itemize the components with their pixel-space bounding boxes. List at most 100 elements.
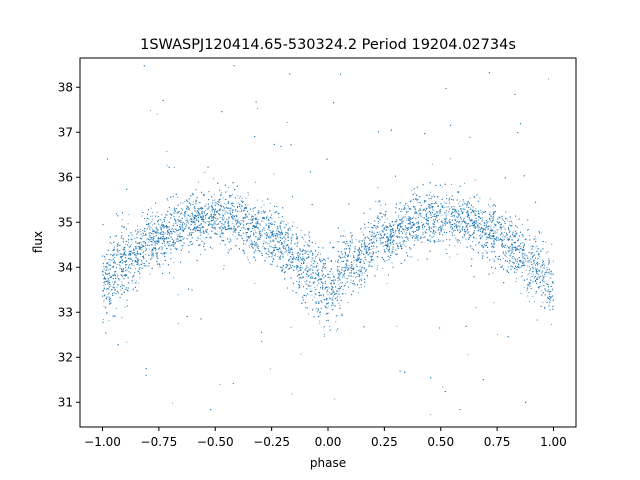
data-point: [360, 286, 362, 288]
data-point: [313, 253, 315, 255]
data-point: [260, 220, 262, 222]
data-point: [350, 279, 352, 281]
data-point: [298, 278, 300, 280]
data-point: [370, 260, 372, 262]
data-point: [528, 261, 530, 263]
data-point: [361, 274, 363, 276]
data-point: [427, 224, 429, 226]
data-point: [505, 218, 507, 220]
data-point: [361, 231, 363, 233]
data-point: [232, 193, 234, 195]
data-point: [260, 206, 262, 208]
data-point: [465, 221, 467, 223]
data-point: [219, 221, 221, 223]
data-point: [428, 239, 430, 241]
data-point: [235, 215, 237, 217]
data-point: [171, 228, 173, 230]
data-point: [257, 228, 259, 230]
data-point: [208, 206, 210, 208]
data-point: [367, 261, 369, 263]
data-point: [472, 223, 474, 225]
data-point: [179, 224, 181, 226]
data-point: [253, 252, 255, 254]
data-point: [116, 263, 118, 265]
data-point: [507, 250, 509, 252]
data-point: [249, 246, 251, 248]
data-point: [226, 229, 228, 231]
data-point: [168, 235, 170, 236]
data-point: [153, 247, 154, 249]
data-point: [140, 249, 142, 251]
data-point: [422, 217, 424, 219]
data-point: [386, 283, 388, 285]
data-point: [110, 259, 112, 261]
data-point: [368, 254, 370, 256]
data-point: [531, 258, 533, 260]
data-point: [358, 253, 360, 255]
data-point: [511, 222, 513, 224]
data-point: [532, 274, 534, 276]
data-point: [474, 197, 476, 199]
data-point: [488, 221, 490, 223]
data-point: [107, 269, 109, 271]
data-point: [432, 229, 434, 231]
data-point: [482, 230, 484, 232]
data-point: [506, 269, 508, 271]
data-point: [143, 258, 145, 260]
data-point: [145, 239, 147, 241]
data-point: [413, 230, 415, 232]
data-point: [434, 213, 436, 215]
data-point: [287, 264, 289, 266]
data-point: [135, 254, 137, 256]
data-point: [302, 260, 304, 262]
data-point: [332, 247, 334, 249]
data-point: [122, 269, 124, 271]
data-point: [445, 217, 447, 219]
data-point: [508, 262, 510, 264]
data-point: [106, 262, 108, 264]
data-point: [143, 250, 145, 252]
data-point: [536, 279, 538, 281]
data-point: [175, 213, 177, 215]
data-point: [160, 238, 162, 240]
data-point: [186, 207, 188, 209]
data-point: [114, 253, 116, 255]
data-point: [430, 414, 432, 416]
data-point: [520, 292, 522, 294]
data-point: [125, 264, 127, 266]
data-point: [413, 236, 415, 238]
data-point: [429, 217, 431, 219]
data-point: [178, 216, 180, 218]
data-point: [407, 239, 409, 241]
data-point: [524, 252, 526, 254]
data-point: [195, 216, 197, 218]
data-point: [408, 218, 410, 220]
data-point: [279, 251, 281, 253]
data-point: [494, 232, 496, 234]
data-point: [535, 238, 537, 240]
data-point: [366, 247, 368, 249]
data-point: [296, 281, 298, 283]
data-point: [336, 293, 338, 295]
data-point: [160, 231, 162, 233]
data-point: [260, 210, 262, 212]
data-point: [463, 201, 465, 203]
data-point: [271, 218, 273, 220]
data-point: [369, 265, 371, 267]
data-point: [227, 219, 229, 221]
data-point: [278, 216, 280, 218]
data-point: [234, 221, 236, 223]
data-point: [177, 196, 179, 198]
data-point: [139, 231, 141, 233]
data-point: [140, 264, 142, 266]
data-point: [311, 264, 313, 266]
data-point: [197, 236, 199, 238]
data-point: [539, 263, 541, 265]
data-point: [212, 216, 214, 218]
data-point: [501, 240, 503, 242]
data-point: [375, 200, 377, 202]
data-point: [304, 241, 306, 243]
data-point: [357, 260, 359, 262]
data-point: [525, 269, 527, 271]
data-point: [132, 279, 133, 281]
